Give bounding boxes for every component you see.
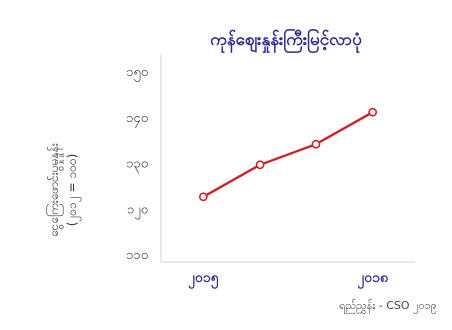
data-point xyxy=(255,160,265,170)
y-axis-label-line2: (၂၀၁၂ = ၁၀၀) xyxy=(65,154,82,227)
data-point xyxy=(198,192,208,202)
series-line xyxy=(202,111,374,198)
y-tick-label: ၁၃၀ xyxy=(126,157,148,174)
chart-title: ကုန်စျေးနှုန်းကြီးမြင့်လာပုံ xyxy=(210,27,362,54)
y-tick-label: ၁၄၀ xyxy=(126,111,148,128)
y-tick-labels: ၁၁၀ ၁၂၀ ၁၃၀ ၁၄၀ ၁၅၀ xyxy=(126,65,148,263)
x-tick-label: ၂၀၁၈ xyxy=(357,270,389,289)
x-tick-labels: ၂၀၁၅ ၂၀၁၈ xyxy=(188,270,389,289)
y-axis-label-line1: ငွေကြေးဖောင်းပွမှုနှုန်း xyxy=(45,143,64,237)
data-point xyxy=(311,139,321,149)
data-point xyxy=(368,107,378,117)
y-tick-label: ၁၁၀ xyxy=(126,248,148,263)
plot-area xyxy=(198,107,378,202)
x-tick-label: ၂၀၁၅ xyxy=(188,270,220,289)
y-tick-label: ၁၅၀ xyxy=(126,65,148,82)
source-note: ရည်ညွှန်း - CSO ၂၀၁၉ xyxy=(339,299,437,314)
y-tick-label: ၁၂၀ xyxy=(127,202,148,219)
y-axis-label: ငွေကြေးဖောင်းပွမှုနှုန်း (၂၀၁၂ = ၁၀၀) xyxy=(45,143,82,237)
